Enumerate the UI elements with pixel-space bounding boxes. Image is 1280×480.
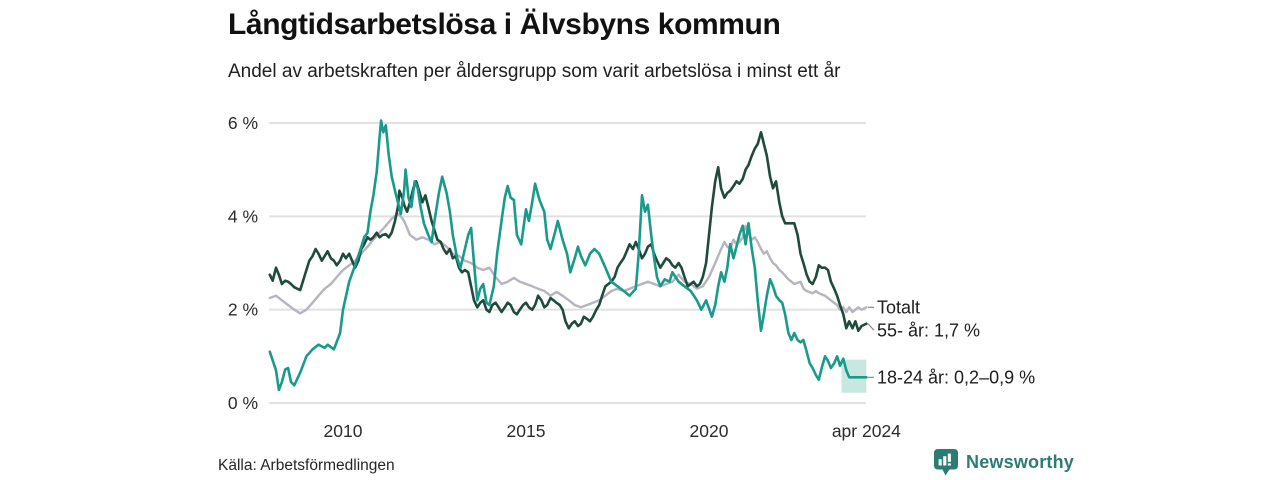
series-line-totalt xyxy=(268,212,868,315)
newsworthy-logo-link[interactable]: Newsworthy xyxy=(934,449,1074,476)
x-axis-tick-label: 2015 xyxy=(507,421,546,441)
y-axis-tick-label: 2 % xyxy=(228,300,258,320)
y-axis-tick-label: 0 % xyxy=(228,393,258,413)
x-axis-tick-label: 2020 xyxy=(690,421,729,441)
series-end-label: Totalt xyxy=(877,297,920,317)
page-title: Långtidsarbetslösa i Älvsbyns kommun xyxy=(228,8,781,41)
y-axis-tick-label: 6 % xyxy=(228,113,258,133)
newsworthy-wordmark: Newsworthy xyxy=(966,452,1075,472)
source-note: Källa: Arbetsförmedlingen xyxy=(218,457,395,474)
y-axis-tick-label: 4 % xyxy=(228,206,258,226)
series-line-55-r xyxy=(268,131,868,333)
series-label-connector xyxy=(867,323,875,331)
x-axis-tick-label: apr 2024 xyxy=(832,421,901,441)
series-line-18-24-r xyxy=(268,119,868,392)
series-end-label: 18-24 år: 0,2–0,9 % xyxy=(877,367,1035,387)
series-end-label: 55- år: 1,7 % xyxy=(877,320,980,340)
newsworthy-icon xyxy=(934,449,958,476)
chart-subtitle: Andel av arbetskraften per åldersgrupp s… xyxy=(228,61,841,82)
x-axis-tick-label: 2010 xyxy=(324,421,363,441)
